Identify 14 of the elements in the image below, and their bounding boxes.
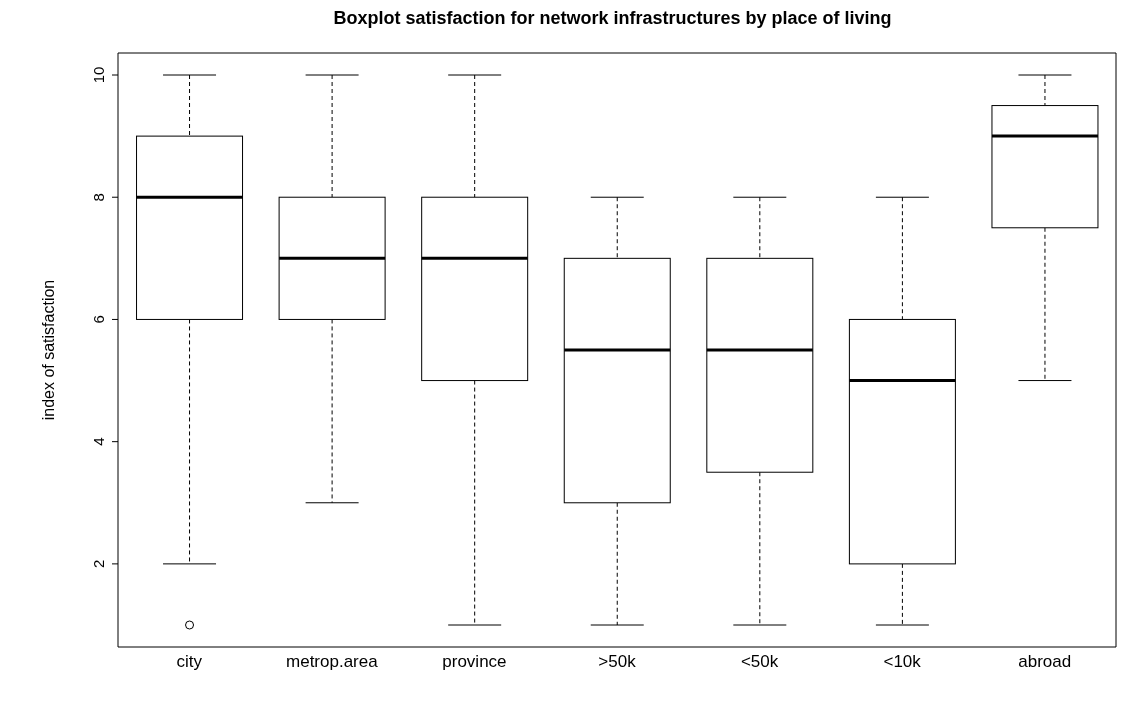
x-tick-label: >50k <box>598 652 637 672</box>
y-tick-label: 6 <box>90 315 107 324</box>
x-tick-label: metrop.area <box>286 652 379 672</box>
y-axis-title: index of satisfaction <box>39 279 57 421</box>
y-tick-label: 2 <box>90 559 107 569</box>
chart-title: Boxplot satisfaction for network infrastructures by place of living <box>332 8 893 30</box>
x-tick-label: <50k <box>740 652 779 672</box>
x-tick-label: abroad <box>1018 652 1072 672</box>
x-tick-label: province <box>442 652 507 672</box>
y-tick-label: 10 <box>90 66 107 84</box>
y-tick-label: 8 <box>90 193 107 202</box>
y-tick-label: 4 <box>90 437 107 446</box>
x-tick-label: <10k <box>883 652 922 672</box>
x-tick-label: city <box>176 652 203 672</box>
